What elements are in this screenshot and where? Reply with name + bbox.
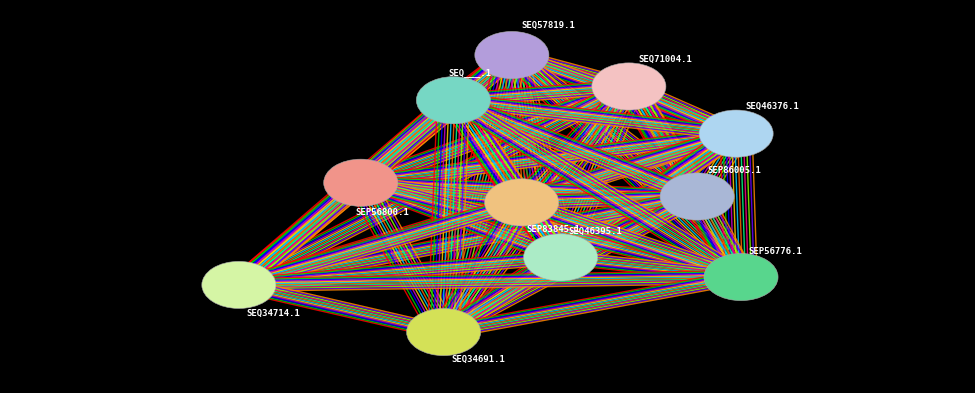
Ellipse shape — [202, 261, 276, 309]
Ellipse shape — [416, 77, 490, 124]
Text: SEQ57819.1: SEQ57819.1 — [522, 21, 575, 30]
Ellipse shape — [699, 110, 773, 157]
Text: SEP86005.1: SEP86005.1 — [707, 167, 760, 175]
Text: SEQ___.1: SEQ___.1 — [448, 69, 491, 78]
Ellipse shape — [324, 159, 398, 206]
Text: SEQ71004.1: SEQ71004.1 — [639, 55, 692, 64]
Ellipse shape — [475, 31, 549, 79]
Text: SEP56776.1: SEP56776.1 — [749, 247, 802, 256]
Text: SEQ46376.1: SEQ46376.1 — [746, 103, 799, 111]
Text: SEQ46395.1: SEQ46395.1 — [568, 228, 622, 236]
Ellipse shape — [524, 234, 598, 281]
Ellipse shape — [485, 179, 559, 226]
Ellipse shape — [592, 63, 666, 110]
Text: SEQ34691.1: SEQ34691.1 — [451, 355, 505, 364]
Text: SEP56800.1: SEP56800.1 — [356, 208, 410, 217]
Text: SEP83845.1: SEP83845.1 — [526, 226, 580, 234]
Ellipse shape — [660, 173, 734, 220]
Text: SEQ34714.1: SEQ34714.1 — [247, 309, 300, 318]
Ellipse shape — [704, 253, 778, 301]
Ellipse shape — [407, 309, 481, 356]
